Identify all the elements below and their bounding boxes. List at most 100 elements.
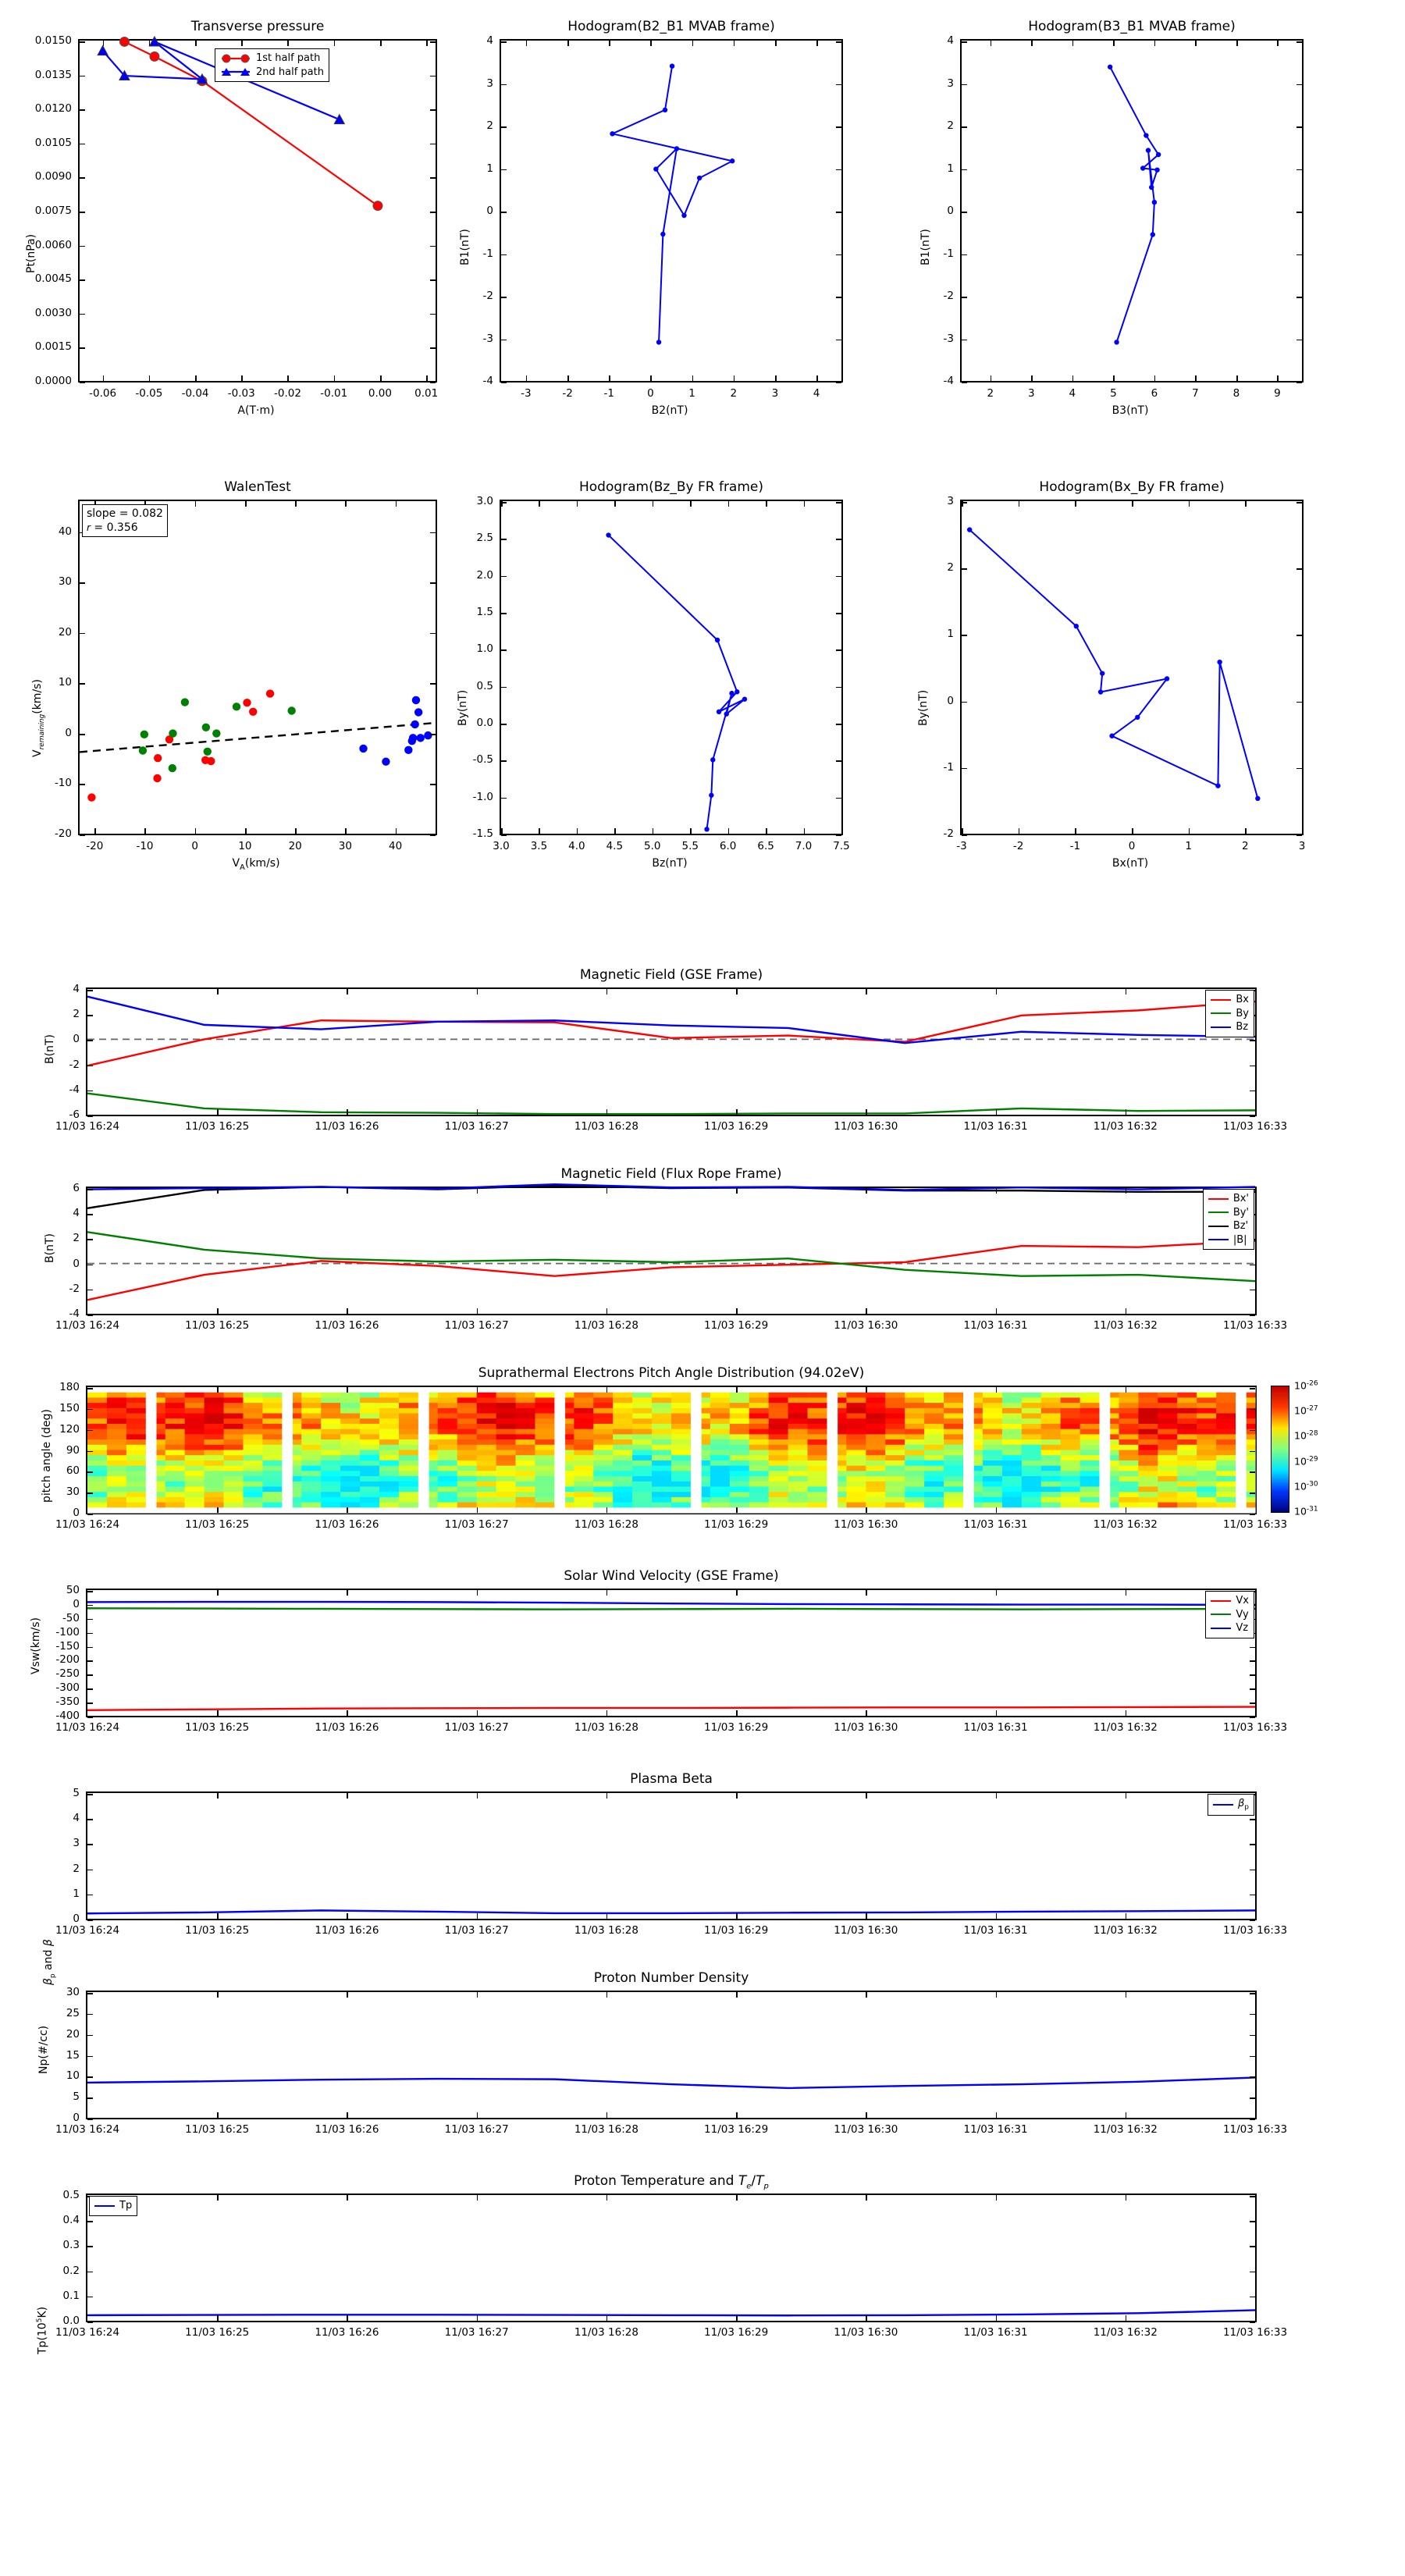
plot-area bbox=[86, 987, 1257, 1117]
heatmap-cell bbox=[437, 1444, 458, 1451]
legend-line-swatch bbox=[1208, 1225, 1229, 1227]
x-axis-tick-mark bbox=[650, 41, 652, 46]
time-axis-tick-label: 11/03 16:32 bbox=[1093, 1924, 1158, 1937]
y-axis-tick-label: 3 bbox=[947, 495, 954, 507]
heatmap-cell bbox=[1001, 1486, 1023, 1493]
heatmap-cell bbox=[632, 1434, 653, 1440]
x-axis-tick-label: 0 bbox=[647, 387, 654, 400]
heatmap-cell bbox=[1060, 1492, 1081, 1498]
x-axis-tick-label: 2 bbox=[987, 387, 994, 400]
heatmap-cell bbox=[846, 1397, 866, 1404]
heatmap-cell bbox=[1177, 1471, 1197, 1477]
y-axis-tick-mark bbox=[87, 1869, 93, 1871]
heatmap-cell bbox=[1021, 1413, 1042, 1419]
heatmap-cell bbox=[476, 1418, 497, 1425]
heatmap-cell bbox=[457, 1444, 478, 1451]
heatmap-cell bbox=[535, 1418, 555, 1425]
heatmap-cell bbox=[126, 1397, 147, 1404]
heatmap-cell bbox=[944, 1481, 964, 1488]
heatmap-cell bbox=[632, 1486, 653, 1493]
x-axis-tick-label: -2 bbox=[1012, 840, 1024, 852]
heatmap-cell bbox=[437, 1392, 458, 1399]
heatmap-cell bbox=[515, 1496, 536, 1503]
heatmap-cell bbox=[165, 1423, 186, 1430]
panel-title: Suprathermal Electrons Pitch Angle Distr… bbox=[478, 1365, 865, 1381]
heatmap-cell bbox=[457, 1465, 478, 1471]
heatmap-cell bbox=[340, 1496, 361, 1503]
heatmap-cell bbox=[360, 1407, 380, 1414]
heatmap-cell bbox=[126, 1486, 147, 1493]
heatmap-cell bbox=[1001, 1465, 1023, 1471]
heatmap-cell bbox=[1197, 1492, 1217, 1498]
heatmap-cell bbox=[1021, 1455, 1042, 1461]
heatmap-cell bbox=[262, 1418, 283, 1425]
y-axis-tick-label: 0.1 bbox=[62, 2289, 80, 2302]
heatmap-cell bbox=[223, 1481, 244, 1488]
heatmap-cell bbox=[515, 1502, 536, 1508]
y-axis-tick-label: -1 bbox=[482, 247, 493, 260]
legend-line-swatch bbox=[1208, 1212, 1229, 1214]
heatmap-cell bbox=[398, 1450, 419, 1456]
heatmap-cell bbox=[924, 1502, 944, 1508]
heatmap-cell bbox=[652, 1429, 672, 1435]
heatmap-cell bbox=[671, 1455, 692, 1461]
heatmap-cell bbox=[749, 1423, 770, 1430]
heatmap-cell bbox=[476, 1450, 497, 1456]
heatmap-cell bbox=[1001, 1423, 1023, 1430]
heatmap-cell bbox=[1119, 1502, 1139, 1508]
heatmap-cell bbox=[165, 1492, 186, 1498]
x-axis-tick-label: 6.0 bbox=[719, 840, 737, 852]
heatmap-cell bbox=[262, 1471, 283, 1477]
heatmap-cell bbox=[652, 1496, 672, 1503]
heatmap-cell bbox=[398, 1413, 419, 1419]
heatmap-cell bbox=[398, 1387, 419, 1393]
heatmap-cell bbox=[1158, 1450, 1178, 1456]
heatmap-cell bbox=[1040, 1429, 1062, 1435]
heatmap-cell bbox=[593, 1481, 614, 1488]
x-axis-tick-label: 5.0 bbox=[644, 840, 661, 852]
y-axis-tick-mark bbox=[501, 724, 507, 725]
heatmap-cell bbox=[632, 1496, 653, 1503]
heatmap-cell bbox=[749, 1392, 770, 1399]
heatmap-cell bbox=[885, 1496, 905, 1503]
heatmap-cell bbox=[1177, 1439, 1197, 1446]
heatmap-cell bbox=[944, 1486, 964, 1493]
heatmap-cell bbox=[905, 1492, 925, 1498]
heatmap-cell bbox=[1021, 1502, 1042, 1508]
data-marker bbox=[1149, 184, 1154, 190]
y-axis-tick-label: 0 bbox=[947, 694, 954, 707]
heatmap-cell bbox=[788, 1392, 809, 1399]
data-marker bbox=[1155, 151, 1161, 158]
heatmap-cell bbox=[360, 1481, 380, 1488]
heatmap-cell bbox=[262, 1476, 283, 1482]
heatmap-cell bbox=[476, 1465, 497, 1471]
heatmap-cell bbox=[1197, 1450, 1217, 1456]
heatmap-cell bbox=[593, 1444, 614, 1451]
heatmap-cell bbox=[1040, 1418, 1062, 1425]
time-axis-tick-mark bbox=[347, 1109, 349, 1115]
heatmap-cell bbox=[223, 1455, 244, 1461]
y-axis-tick-label: 2 bbox=[73, 1232, 80, 1245]
time-axis-tick-mark bbox=[476, 1793, 478, 1799]
heatmap-cell bbox=[807, 1481, 828, 1488]
heatmap-gap bbox=[1236, 1387, 1247, 1513]
time-axis-tick-mark bbox=[606, 1590, 608, 1596]
heatmap-cell bbox=[243, 1387, 263, 1393]
y-axis-tick-mark bbox=[87, 2296, 93, 2298]
heatmap-cell bbox=[243, 1455, 263, 1461]
y-axis-tick-mark bbox=[1250, 2034, 1255, 2037]
time-axis-tick-mark bbox=[606, 2315, 608, 2321]
heatmap-cell bbox=[768, 1450, 789, 1456]
time-axis-tick-mark bbox=[866, 2195, 867, 2201]
heatmap-cell bbox=[982, 1429, 1003, 1435]
x-axis-tick-mark bbox=[766, 501, 767, 507]
y-axis-tick-mark bbox=[430, 109, 436, 111]
heatmap-cell bbox=[982, 1481, 1003, 1488]
heatmap-cell bbox=[807, 1450, 828, 1456]
heatmap-cell bbox=[944, 1392, 964, 1399]
time-axis-tick-label: 11/03 16:33 bbox=[1222, 1518, 1288, 1531]
heatmap-cell bbox=[710, 1486, 731, 1493]
heatmap-cell bbox=[671, 1407, 692, 1414]
heatmap-cell bbox=[788, 1387, 809, 1393]
heatmap-cell bbox=[301, 1392, 322, 1399]
